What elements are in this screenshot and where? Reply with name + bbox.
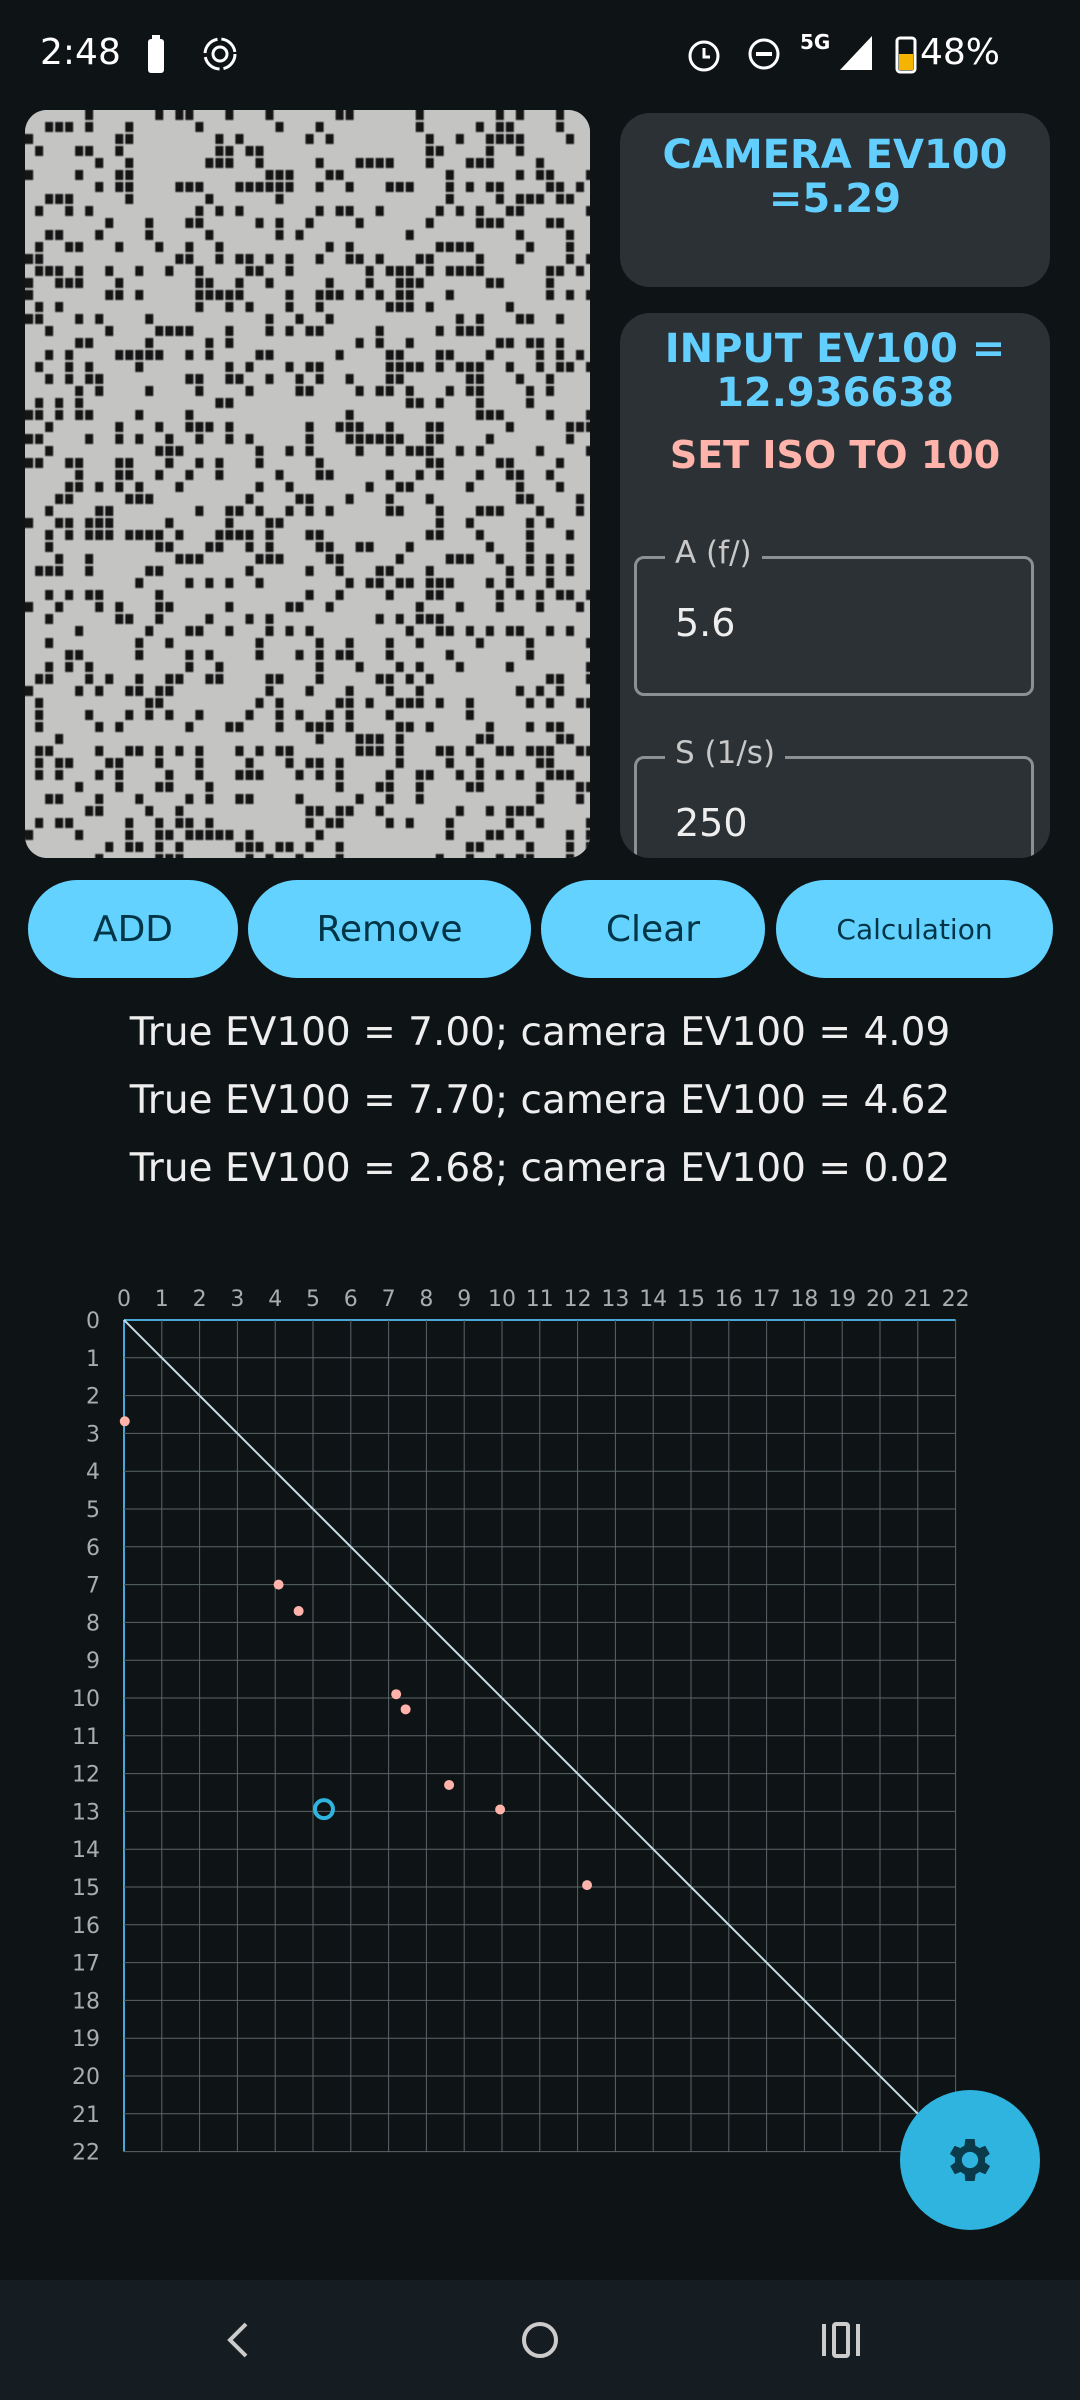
- battery-percent: 48%: [920, 32, 1001, 73]
- do-not-disturb-icon: [748, 38, 780, 70]
- result-line: True EV100 = 7.00; camera EV100 = 4.09: [129, 1010, 951, 1055]
- y-tick-label: 12: [72, 1763, 100, 1788]
- aperture-field[interactable]: A (f/) 5.6: [634, 535, 1034, 696]
- input-ev-card: INPUT EV100 = 12.936638 SET ISO TO 100 A…: [620, 313, 1050, 858]
- battery-charging-icon: [895, 36, 917, 74]
- x-tick-label: 14: [639, 1287, 667, 1312]
- x-tick-label: 12: [564, 1287, 592, 1312]
- x-tick-label: 22: [942, 1287, 970, 1312]
- y-tick-label: 7: [86, 1574, 100, 1599]
- x-tick-label: 15: [677, 1287, 705, 1312]
- network-type: 5G: [800, 30, 831, 54]
- add-button[interactable]: ADD: [28, 880, 238, 978]
- aperture-value[interactable]: 5.6: [675, 601, 736, 645]
- x-tick-label: 9: [457, 1287, 471, 1312]
- alarm-icon: [688, 40, 720, 72]
- settings-fab[interactable]: [900, 2090, 1040, 2230]
- x-tick-label: 19: [828, 1287, 856, 1312]
- x-tick-label: 7: [382, 1287, 396, 1312]
- x-tick-label: 21: [904, 1287, 932, 1312]
- y-tick-label: 5: [86, 1498, 100, 1523]
- x-tick-label: 11: [526, 1287, 554, 1312]
- result-line: True EV100 = 7.70; camera EV100 = 4.62: [129, 1078, 951, 1123]
- x-tick-label: 1: [155, 1287, 169, 1312]
- battery-icon: [148, 35, 164, 73]
- home-icon[interactable]: [520, 2320, 560, 2360]
- x-tick-label: 16: [715, 1287, 743, 1312]
- status-time: 2:48: [40, 32, 121, 73]
- remove-button[interactable]: Remove: [248, 880, 531, 978]
- camera-ev-value: =5.29: [768, 176, 902, 222]
- data-point: [119, 1416, 130, 1427]
- x-tick-label: 8: [419, 1287, 433, 1312]
- data-point: [273, 1579, 284, 1590]
- ev-scatter-chart[interactable]: 0 1 2 3 4 5 6 7 8 9 10 11 12 13 14 15 16 17 18 19 20 21 220123…: [0, 1240, 1080, 2190]
- status-bar: 2:48 5G 48%: [0, 0, 1080, 100]
- current-point: [312, 1798, 335, 1821]
- y-tick-label: 4: [86, 1460, 100, 1485]
- y-tick-label: 22: [72, 2141, 100, 2166]
- x-tick-label: 17: [753, 1287, 781, 1312]
- reference-line: [123, 1319, 957, 2153]
- recents-icon[interactable]: [820, 2322, 862, 2358]
- y-tick-label: 10: [72, 1687, 100, 1712]
- camera-preview[interactable]: [25, 110, 590, 858]
- x-tick-label: 5: [306, 1287, 320, 1312]
- y-tick-label: 0: [86, 1309, 100, 1334]
- y-tick-label: 15: [72, 1876, 100, 1901]
- y-tick-label: 14: [72, 1838, 100, 1863]
- y-tick-label: 13: [72, 1800, 100, 1825]
- data-point: [400, 1704, 411, 1715]
- x-tick-label: 18: [790, 1287, 818, 1312]
- y-tick-label: 11: [72, 1725, 100, 1750]
- screen-record-icon: [203, 37, 237, 71]
- y-tick-label: 20: [72, 2065, 100, 2090]
- navigation-bar: [0, 2280, 1080, 2400]
- data-point: [582, 1880, 593, 1891]
- camera-ev-card: CAMERA EV100 =5.29: [620, 113, 1050, 287]
- x-tick-label: 20: [866, 1287, 894, 1312]
- y-tick-label: 8: [86, 1611, 100, 1636]
- gear-icon: [949, 2139, 991, 2181]
- calculation-button[interactable]: Calculation: [776, 880, 1053, 978]
- aperture-label: A (f/): [665, 535, 762, 571]
- y-tick-label: 19: [72, 2027, 100, 2052]
- result-line: True EV100 = 2.68; camera EV100 = 0.02: [129, 1146, 951, 1191]
- clear-button[interactable]: Clear: [541, 880, 765, 978]
- data-point: [293, 1606, 304, 1617]
- y-tick-label: 18: [72, 1989, 100, 2014]
- y-tick-label: 3: [86, 1422, 100, 1447]
- x-tick-label: 4: [268, 1287, 282, 1312]
- y-tick-label: 16: [72, 1914, 100, 1939]
- x-tick-label: 6: [344, 1287, 358, 1312]
- shutter-field[interactable]: S (1/s) 250: [634, 735, 1034, 858]
- shutter-value[interactable]: 250: [675, 801, 748, 845]
- iso-note: SET ISO TO 100: [669, 433, 1001, 477]
- shutter-label: S (1/s): [665, 735, 786, 771]
- y-tick-label: 6: [86, 1536, 100, 1561]
- input-ev-value: 12.936638: [716, 370, 954, 416]
- y-tick-label: 17: [72, 1952, 100, 1977]
- camera-ev-label: CAMERA EV100: [662, 132, 1008, 178]
- back-icon[interactable]: [222, 2320, 252, 2360]
- y-tick-label: 2: [86, 1385, 100, 1410]
- x-tick-label: 3: [230, 1287, 244, 1312]
- x-tick-label: 0: [117, 1287, 131, 1312]
- x-tick-label: 13: [601, 1287, 629, 1312]
- x-tick-label: 10: [488, 1287, 516, 1312]
- data-point: [444, 1779, 455, 1790]
- input-ev-label: INPUT EV100 =: [664, 326, 1006, 372]
- y-tick-label: 1: [86, 1347, 100, 1372]
- data-point: [391, 1689, 402, 1700]
- signal-icon: [840, 36, 872, 70]
- data-point: [495, 1804, 506, 1815]
- x-tick-label: 2: [193, 1287, 207, 1312]
- y-tick-label: 9: [86, 1649, 100, 1674]
- y-tick-label: 21: [72, 2103, 100, 2128]
